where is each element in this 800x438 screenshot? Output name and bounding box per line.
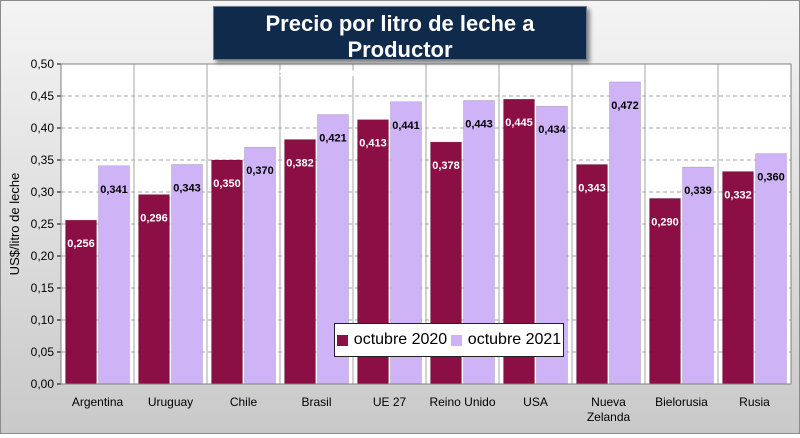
data-label: 0,370	[246, 165, 274, 177]
y-tick-label: 0,50	[31, 57, 55, 71]
y-tick-label: 0,05	[31, 345, 55, 359]
bar-2020	[284, 139, 316, 385]
bar-2021	[171, 164, 203, 385]
bar-2021	[682, 166, 714, 385]
bar-2021	[98, 165, 130, 385]
x-tick-label: UE 27	[373, 395, 407, 409]
legend-item-2021: octubre 2021	[450, 331, 562, 349]
data-label: 0,413	[359, 138, 387, 150]
data-label: 0,421	[319, 133, 347, 145]
data-label: 0,256	[67, 238, 95, 250]
x-tick-label: Brasil	[301, 395, 331, 409]
legend: octubre 2020 octubre 2021	[334, 323, 564, 357]
data-label: 0,350	[213, 178, 241, 190]
data-label: 0,472	[611, 100, 639, 112]
bar-2021	[244, 146, 276, 385]
x-tick-label: Rusia	[739, 395, 770, 409]
bar-2021	[609, 81, 641, 385]
title-box: Precio por litro de leche a Productor - …	[213, 6, 587, 80]
bar-2020	[576, 164, 608, 385]
data-label: 0,434	[538, 124, 566, 136]
data-label: 0,360	[757, 172, 785, 184]
y-tick-label: 0,25	[31, 217, 55, 231]
data-label: 0,290	[651, 216, 679, 228]
x-tick-label: Chile	[230, 395, 258, 409]
y-tick-label: 0,45	[31, 89, 55, 103]
x-tick-label: USA	[523, 395, 548, 409]
y-tick-label: 0,15	[31, 281, 55, 295]
legend-swatch-2020	[336, 334, 348, 346]
data-label: 0,296	[140, 213, 168, 225]
data-label: 0,445	[505, 117, 533, 129]
data-label: 0,343	[578, 182, 606, 194]
bar-2021	[755, 153, 787, 385]
legend-swatch-2021	[450, 334, 462, 346]
chart-title: Precio por litro de leche a Productor	[265, 11, 535, 62]
data-label: 0,343	[173, 182, 201, 194]
axes: 0,00 0,05 0,10 0,15 0,20 0,25 0,30 0,35 0,40 0,45…	[31, 57, 792, 424]
x-tick-label: Argentina	[72, 395, 124, 409]
legend-label-2020: octubre 2020	[353, 331, 448, 348]
bar-2020	[138, 194, 170, 385]
data-label: 0,441	[392, 120, 420, 132]
legend-label-2021: octubre 2021	[467, 331, 562, 348]
bar-2020	[211, 159, 243, 385]
x-tick-label: Uruguay	[148, 395, 193, 409]
data-label: 0,341	[100, 184, 128, 196]
y-tick-label: 0,40	[31, 121, 55, 135]
y-tick-label: 0,20	[31, 249, 55, 263]
data-label: 0,443	[465, 118, 493, 130]
y-tick-label: 0,00	[31, 377, 55, 391]
data-label: 0,382	[286, 158, 314, 170]
y-axis-label: US$/litro de leche	[7, 173, 22, 276]
data-label: 0,339	[684, 185, 712, 197]
bar-2020	[649, 198, 681, 385]
y-tick-label: 0,30	[31, 185, 55, 199]
y-tick-label: 0,10	[31, 313, 55, 327]
chart-subtitle: - Países/Bloques seleccionados, en dólar…	[234, 64, 566, 80]
bar-2020	[722, 171, 754, 385]
legend-item-2020: octubre 2020	[336, 331, 448, 349]
y-tick-label: 0,35	[31, 153, 55, 167]
x-tick-label: Reino Unido	[429, 395, 495, 409]
plot-border	[60, 63, 792, 385]
data-label: 0,332	[724, 190, 752, 202]
x-tick-label: Bielorusia	[655, 395, 708, 409]
x-tick-label: Nueva Zelanda	[587, 395, 631, 424]
data-label: 0,378	[432, 160, 460, 172]
